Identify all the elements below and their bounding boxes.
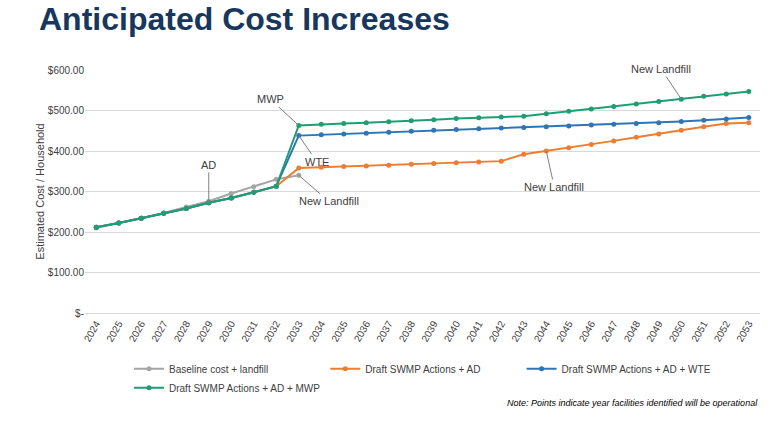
svg-text:Draft SWMP Actions + AD: Draft SWMP Actions + AD [365,364,480,375]
svg-text:2037: 2037 [374,319,395,344]
svg-text:2050: 2050 [667,319,688,344]
svg-text:2024: 2024 [82,319,103,344]
svg-text:2043: 2043 [509,319,530,344]
svg-text:WTE: WTE [305,156,329,168]
svg-text:2048: 2048 [622,319,643,344]
svg-text:2052: 2052 [712,319,733,344]
svg-text:$600.00: $600.00 [48,65,85,76]
svg-text:AD: AD [201,159,216,171]
svg-text:2038: 2038 [397,319,418,344]
svg-text:2033: 2033 [284,319,305,344]
svg-text:2026: 2026 [127,319,148,344]
svg-text:2051: 2051 [689,319,710,344]
svg-text:Baseline cost + landfill: Baseline cost + landfill [169,364,268,375]
svg-text:$400.00: $400.00 [48,146,85,157]
svg-text:$200.00: $200.00 [48,227,85,238]
svg-text:New Landfill: New Landfill [524,181,584,193]
svg-text:2049: 2049 [644,319,665,344]
svg-text:2046: 2046 [577,319,598,344]
svg-text:2053: 2053 [734,319,755,344]
svg-text:2041: 2041 [464,319,485,344]
svg-text:2045: 2045 [554,319,575,344]
svg-text:Draft SWMP Actions + AD + MWP: Draft SWMP Actions + AD + MWP [169,383,320,394]
svg-text:$-: $- [75,308,84,319]
svg-text:Note: Points indicate year fac: Note: Points indicate year facilities id… [507,398,758,408]
svg-text:New Landfill: New Landfill [631,63,691,75]
svg-text:2044: 2044 [532,319,553,344]
svg-text:2034: 2034 [307,319,328,344]
svg-text:2047: 2047 [599,319,620,344]
svg-text:2040: 2040 [442,319,463,344]
svg-text:2025: 2025 [104,319,125,344]
svg-text:$100.00: $100.00 [48,267,85,278]
svg-text:$300.00: $300.00 [48,186,85,197]
svg-text:2039: 2039 [419,319,440,344]
svg-text:2035: 2035 [329,319,350,344]
svg-text:MWP: MWP [257,93,284,105]
svg-text:Estimated Cost / Household: Estimated Cost / Household [34,123,46,259]
svg-text:Anticipated Cost Increases: Anticipated Cost Increases [39,1,450,37]
svg-text:2029: 2029 [194,319,215,344]
svg-text:2027: 2027 [149,319,170,344]
svg-text:2042: 2042 [487,319,508,344]
svg-text:Draft SWMP Actions + AD + WTE: Draft SWMP Actions + AD + WTE [562,364,711,375]
svg-text:2036: 2036 [352,319,373,344]
svg-text:2028: 2028 [172,319,193,344]
svg-text:2030: 2030 [217,319,238,344]
svg-text:New Landfill: New Landfill [299,195,359,207]
svg-text:2031: 2031 [239,319,260,344]
svg-text:$500.00: $500.00 [48,105,85,116]
svg-text:2032: 2032 [262,319,283,344]
